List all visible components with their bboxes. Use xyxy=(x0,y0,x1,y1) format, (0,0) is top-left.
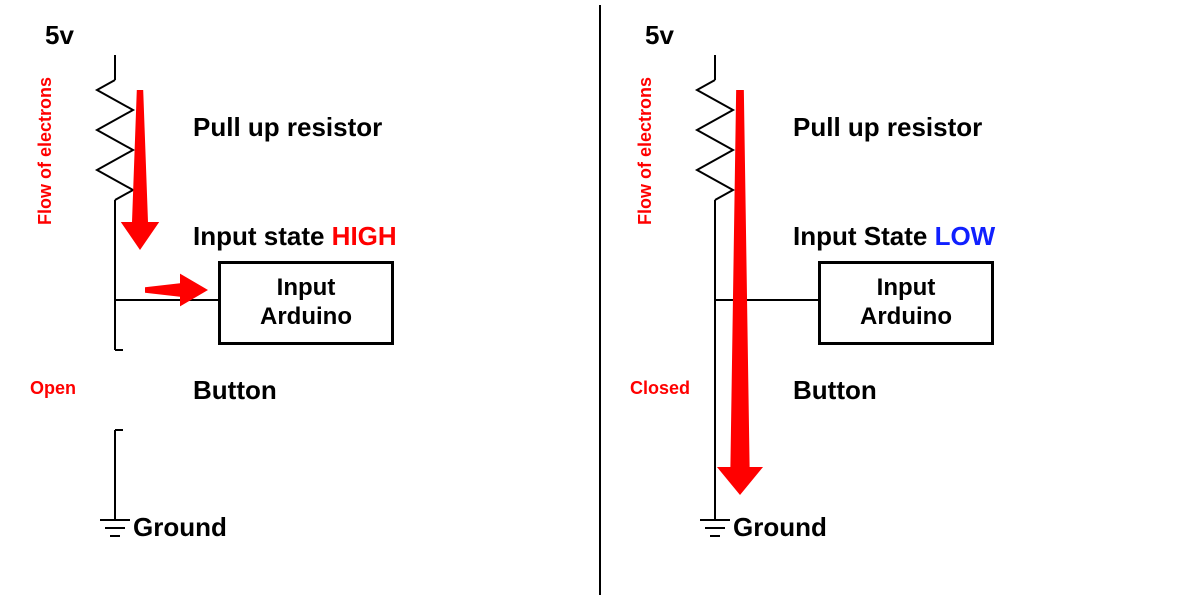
voltage-label: 5v xyxy=(645,20,674,51)
ground-label: Ground xyxy=(133,512,227,543)
switch-state-label: Open xyxy=(30,378,76,399)
arduino-input-box: Input Arduino xyxy=(218,261,394,345)
input-state-value: HIGH xyxy=(332,221,397,251)
button-label: Button xyxy=(193,375,277,406)
input-state-label: Input state HIGH xyxy=(193,221,397,252)
switch-state-label: Closed xyxy=(630,378,690,399)
box-line1: Input xyxy=(877,274,936,303)
box-line1: Input xyxy=(277,274,336,303)
pullup-resistor-label: Pull up resistor xyxy=(793,112,982,143)
panel-closed-state: 5v Pull up resistor Flow of electrons In… xyxy=(600,0,1200,600)
input-state-value: LOW xyxy=(935,221,996,251)
voltage-label: 5v xyxy=(45,20,74,51)
panel-open-state: 5v Pull up resistor Flow of electrons In… xyxy=(0,0,600,600)
input-state-prefix: Input state xyxy=(193,221,332,251)
button-label: Button xyxy=(793,375,877,406)
box-line2: Arduino xyxy=(260,303,352,332)
input-state-label: Input State LOW xyxy=(793,221,995,252)
pullup-resistor-label: Pull up resistor xyxy=(193,112,382,143)
arduino-input-box: Input Arduino xyxy=(818,261,994,345)
box-line2: Arduino xyxy=(860,303,952,332)
ground-label: Ground xyxy=(733,512,827,543)
flow-of-electrons-label: Flow of electrons xyxy=(35,77,56,225)
input-state-prefix: Input State xyxy=(793,221,935,251)
flow-of-electrons-label: Flow of electrons xyxy=(635,77,656,225)
